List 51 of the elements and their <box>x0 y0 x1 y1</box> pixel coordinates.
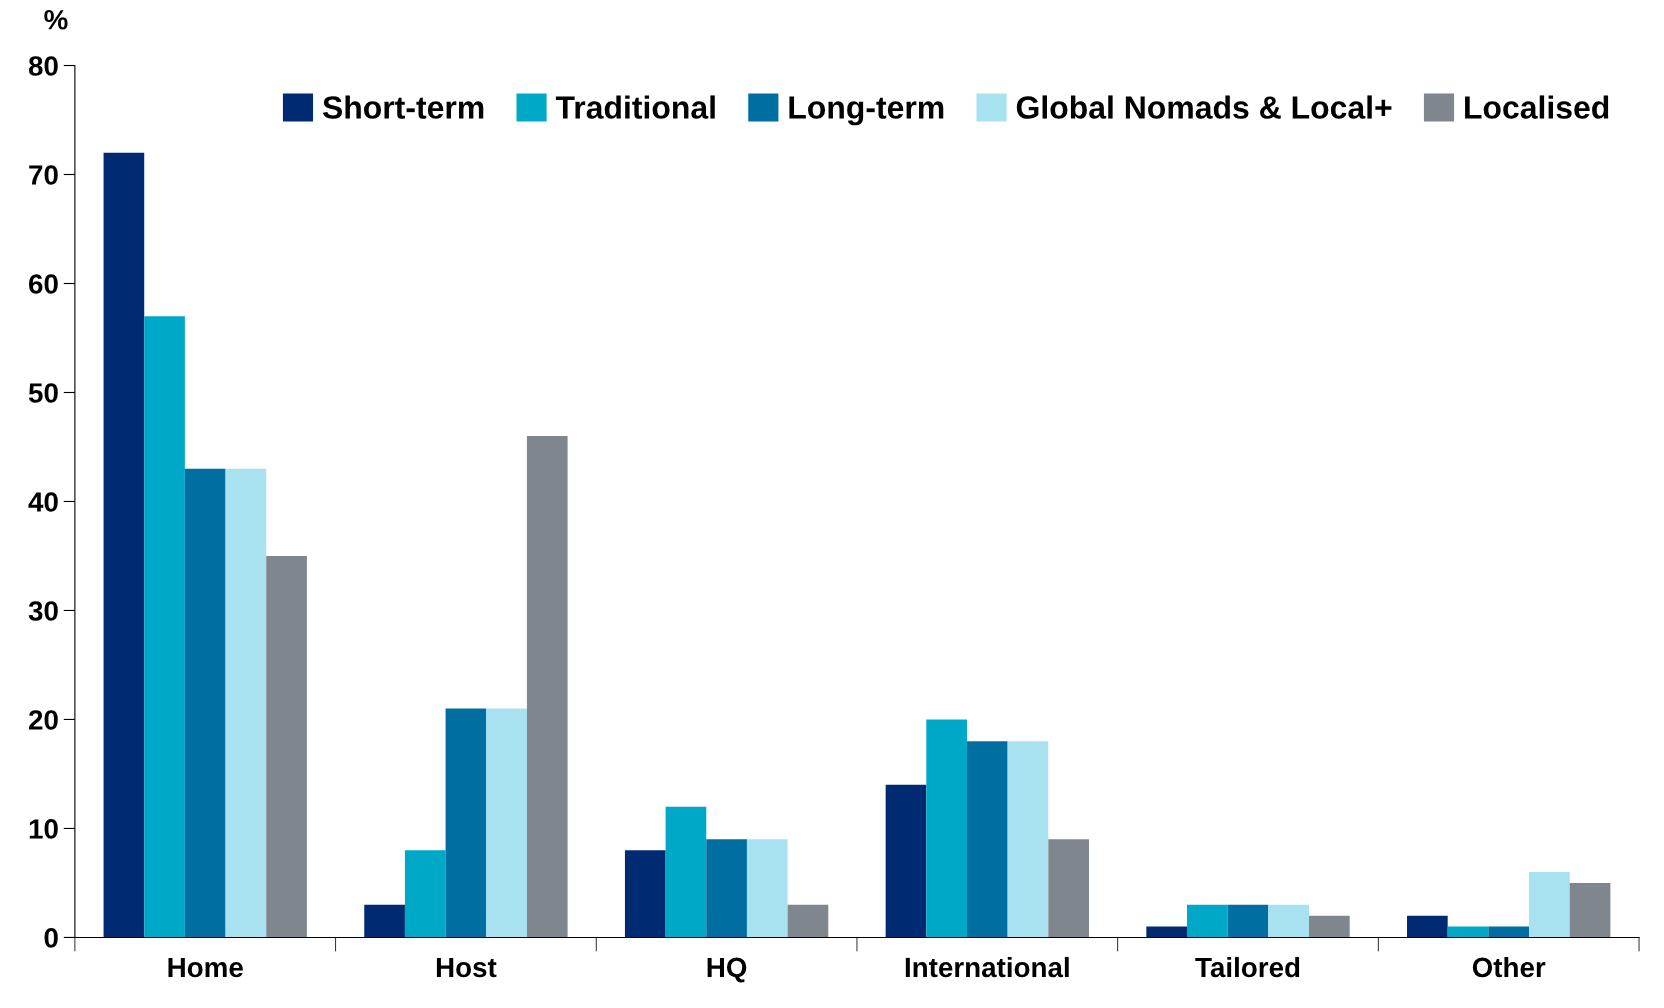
y-tick-label: 40 <box>28 492 58 512</box>
x-tick-label: Host <box>436 957 497 978</box>
y-tick-label: 30 <box>28 601 58 621</box>
x-tick-label: Other <box>1472 956 1546 978</box>
bar <box>266 555 307 938</box>
bar <box>665 806 707 938</box>
y-tick-label: 50 <box>28 383 58 403</box>
bar <box>624 850 666 938</box>
bar <box>526 436 568 938</box>
legend-label: Traditional <box>555 95 715 119</box>
bar <box>1048 839 1089 938</box>
x-tick-label: International <box>905 956 1069 978</box>
bar <box>486 708 527 938</box>
bar <box>885 784 927 938</box>
bar <box>1146 926 1187 938</box>
bar <box>225 468 267 938</box>
y-tick-label: 70 <box>29 165 58 185</box>
x-tick-label: Home <box>168 957 243 978</box>
bar <box>1187 904 1228 938</box>
legend-label: Short-term <box>322 95 484 119</box>
bar <box>103 152 145 938</box>
bar <box>184 468 226 938</box>
bar <box>1227 904 1269 938</box>
y-tick-label: 10 <box>29 819 58 839</box>
bar <box>706 839 747 938</box>
y-tick-label: 20 <box>28 710 58 730</box>
legend-label: Global Nomads & Local+ <box>1016 95 1392 119</box>
bar <box>1407 915 1448 938</box>
legend-label: Long-term <box>789 96 944 126</box>
bar <box>445 708 487 938</box>
x-tick-label: HQ <box>707 957 747 983</box>
bar <box>1268 904 1309 938</box>
x-tick-label: Tailored <box>1195 956 1300 978</box>
bar <box>144 316 185 938</box>
y-tick-label: 60 <box>29 274 58 294</box>
y-axis-title: % <box>44 9 68 30</box>
y-tick-label: 0 <box>44 928 58 948</box>
bar <box>404 850 446 938</box>
bar <box>746 839 788 938</box>
bar <box>364 904 405 938</box>
y-tick-label: 80 <box>28 56 58 76</box>
bar <box>1488 926 1530 938</box>
bar <box>966 741 1008 938</box>
bar <box>1447 926 1489 938</box>
bar <box>1007 741 1049 938</box>
bar <box>1569 882 1611 938</box>
bar <box>926 719 967 938</box>
bar <box>1309 915 1350 938</box>
bar <box>1529 872 1570 938</box>
legend-label: Localised <box>1465 95 1609 119</box>
bar <box>787 904 829 938</box>
